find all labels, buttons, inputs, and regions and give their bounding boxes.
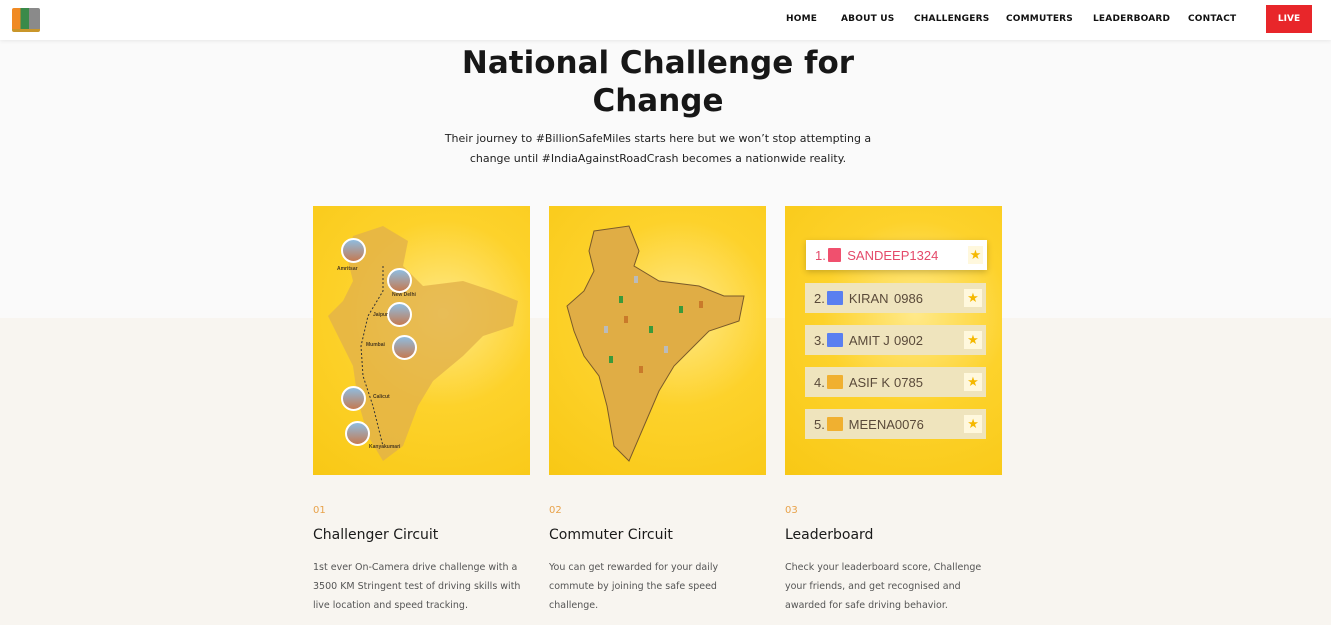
player-score: 0902: [894, 332, 923, 348]
feature-number: 02: [549, 505, 562, 516]
leaderboard-row: 2. KIRAN 0986 ★: [805, 283, 986, 313]
crown-badge-icon: [826, 291, 843, 305]
feature-title: Commuter Circuit: [549, 527, 673, 543]
city-label: New Delhi: [392, 292, 416, 298]
feature-description: You can get rewarded for your daily comm…: [549, 562, 719, 611]
crown-badge-icon: [826, 417, 843, 431]
rank: 4.: [814, 374, 825, 390]
player-name: MEENA: [848, 416, 895, 432]
nav-leaderboard[interactable]: LEADERBOARD: [1093, 14, 1171, 24]
rank: 3.: [814, 332, 825, 348]
navbar: HOME ABOUT US CHALLENGERS COMMUTERS LEAD…: [0, 0, 1331, 40]
rank: 5.: [814, 416, 825, 432]
crown-badge-icon: [826, 333, 843, 347]
feature-title: Challenger Circuit: [313, 527, 439, 543]
feature-description: Check your leaderboard score, Challenge …: [785, 562, 982, 611]
feature-number: 01: [313, 505, 326, 516]
leaderboard-row: 5. MEENA 0076 ★: [805, 409, 986, 439]
page-title: National Challenge for Change: [461, 45, 855, 119]
star-icon: ★: [967, 246, 983, 264]
india-map-shape: [328, 226, 518, 461]
city-label: Calicut: [373, 394, 390, 400]
star-icon: ★: [964, 331, 982, 349]
star-icon: ★: [964, 289, 982, 307]
leaderboard-row: 3. AMIT J 0902 ★: [805, 325, 986, 355]
amritsar-photo: [341, 238, 366, 263]
india-states-map: [566, 225, 745, 462]
rank: 1.: [815, 247, 826, 263]
nav-commuters[interactable]: COMMUTERS: [1006, 14, 1073, 24]
star-icon: ★: [964, 415, 982, 433]
live-button[interactable]: LIVE: [1266, 5, 1312, 33]
crown-badge-icon: [827, 248, 842, 262]
star-icon: ★: [964, 373, 982, 391]
challenger-route-map: Amritsar New Delhi Jaipur Mumbai Calicut…: [313, 206, 530, 475]
mumbai-photo: [392, 335, 417, 360]
feature-title: Leaderboard: [785, 527, 874, 543]
feature-number: 03: [785, 505, 798, 516]
player-score: 0986: [894, 290, 923, 306]
city-label: Kanyakumari: [369, 444, 401, 450]
player-name: AMIT J: [848, 332, 890, 348]
nav-about-us[interactable]: ABOUT US: [841, 14, 895, 24]
leaderboard-row: 1. SANDEEP 1324 ★: [806, 240, 987, 270]
player-name: SANDEEP: [847, 247, 910, 263]
jaipur-photo: [387, 302, 412, 327]
calicut-photo: [341, 386, 366, 411]
leaderboard-preview: 1. SANDEEP 1324 ★ 2. KIRAN 0986 ★ 3. AMIT J 0902…: [785, 206, 1002, 475]
city-label: Jaipur: [373, 312, 389, 318]
page-subtitle: Their journey to #BillionSafeMiles start…: [444, 132, 872, 165]
city-label: Mumbai: [366, 342, 385, 348]
leaderboard-row: 4. ASIF K 0785 ★: [805, 367, 986, 397]
crown-badge-icon: [826, 375, 843, 389]
player-score: 0076: [894, 416, 924, 432]
nav-contact[interactable]: CONTACT: [1188, 14, 1237, 24]
player-name: ASIF K: [848, 374, 891, 390]
nav-home[interactable]: HOME: [786, 14, 818, 24]
feature-description: 1st ever On-Camera drive challenge with …: [313, 562, 521, 611]
new-delhi-photo: [387, 268, 412, 293]
kanyakumari-photo: [345, 421, 370, 446]
rank: 2.: [814, 290, 825, 306]
nav-challengers[interactable]: CHALLENGERS: [914, 14, 990, 24]
logo[interactable]: [12, 8, 40, 32]
commuter-map: [549, 206, 766, 475]
city-label: Amritsar: [337, 266, 358, 272]
player-score: 1324: [909, 247, 939, 263]
player-name: KIRAN: [848, 290, 889, 306]
player-score: 0785: [894, 374, 923, 390]
